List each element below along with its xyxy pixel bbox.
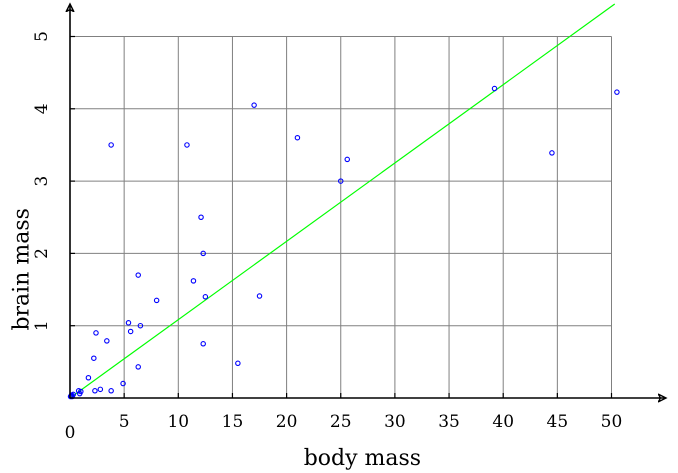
y-tick-label-4: 4 bbox=[32, 103, 52, 114]
x-tick-label-5: 5 bbox=[119, 412, 130, 432]
fit-line-layer bbox=[69, 3, 616, 399]
y-tick-label-2: 2 bbox=[32, 248, 52, 259]
data-point-23 bbox=[184, 142, 190, 148]
data-point-34 bbox=[344, 156, 350, 163]
data-point-11 bbox=[92, 388, 98, 394]
x-tick-label-35: 35 bbox=[438, 412, 460, 432]
x-tick-label-15: 15 bbox=[222, 412, 244, 432]
y-tick-label-3: 3 bbox=[32, 176, 52, 187]
x-axis-title: body mass bbox=[304, 446, 421, 471]
data-point-17 bbox=[125, 320, 132, 326]
x-tick-label-40: 40 bbox=[492, 412, 514, 432]
data-point-35 bbox=[491, 85, 498, 92]
data-point-12 bbox=[97, 386, 104, 393]
data-point-26 bbox=[200, 250, 206, 257]
y-axis-title: brain mass bbox=[10, 208, 35, 330]
data-point-19 bbox=[135, 364, 141, 370]
data-point-13 bbox=[104, 338, 110, 344]
data-point-21 bbox=[137, 322, 144, 329]
y-tick-label-5: 5 bbox=[32, 31, 52, 42]
data-point-27 bbox=[200, 341, 206, 347]
data-point-30 bbox=[251, 102, 257, 108]
x-tick-label-20: 20 bbox=[276, 412, 298, 432]
data-point-7 bbox=[78, 388, 84, 395]
gridlines bbox=[70, 36, 612, 398]
x-tick-label-10: 10 bbox=[167, 412, 189, 432]
data-point-22 bbox=[153, 297, 160, 304]
x-tick-label-30: 30 bbox=[384, 412, 406, 432]
x-tick-label-45: 45 bbox=[547, 412, 569, 432]
data-point-28 bbox=[202, 294, 209, 300]
x-tick-label-50: 50 bbox=[601, 412, 623, 432]
data-point-25 bbox=[198, 214, 204, 221]
data-point-37 bbox=[614, 89, 620, 95]
data-point-24 bbox=[190, 278, 197, 284]
data-point-32 bbox=[294, 134, 301, 141]
data-point-16 bbox=[120, 380, 126, 387]
data-points bbox=[67, 85, 620, 400]
data-point-10 bbox=[93, 330, 99, 336]
data-point-29 bbox=[235, 360, 241, 367]
data-point-4 bbox=[70, 391, 76, 398]
data-point-33 bbox=[337, 178, 344, 184]
data-point-15 bbox=[108, 142, 114, 148]
data-point-9 bbox=[91, 355, 97, 361]
data-point-20 bbox=[135, 272, 141, 278]
data-point-8 bbox=[85, 375, 92, 381]
y-tick-label-1: 1 bbox=[32, 320, 52, 331]
x-tick-label-25: 25 bbox=[330, 412, 352, 432]
axes bbox=[70, 5, 665, 398]
data-point-18 bbox=[127, 328, 134, 335]
fit-line bbox=[69, 3, 616, 399]
data-point-36 bbox=[549, 150, 555, 156]
data-point-31 bbox=[256, 293, 263, 299]
x-tick-label-0: 0 bbox=[65, 423, 76, 443]
data-point-14 bbox=[108, 388, 114, 394]
